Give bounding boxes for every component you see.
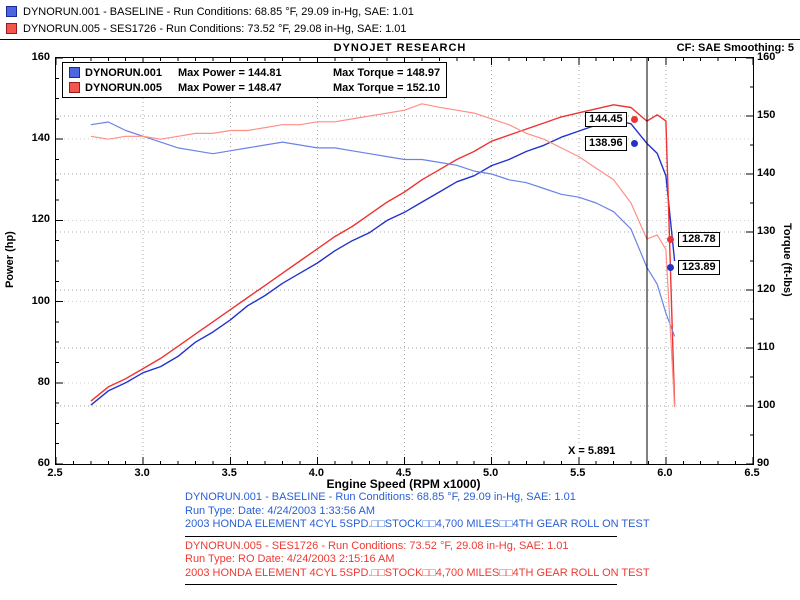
run1-info-line3: 2003 HONDA ELEMENT 4CYL 5SPD.□□STOCK□□4,… [185, 518, 650, 530]
y-axis-label-power: Power (hp) [4, 231, 16, 289]
torque-tick-label: 150 [757, 109, 776, 121]
torque-tick-label: 140 [757, 167, 776, 179]
footer-divider [185, 535, 617, 537]
run1-name: DYNORUN.001 [85, 66, 163, 79]
run2-info-line3: 2003 HONDA ELEMENT 4CYL 5SPD.□□STOCK□□4,… [185, 566, 650, 579]
x-tick-label: 5.5 [570, 467, 586, 479]
x-tick-label: 5.0 [482, 467, 499, 479]
cursor-torque-red-value: 128.78 [678, 232, 720, 247]
dyno-curves-svg[interactable] [56, 58, 753, 464]
run1-max-torque: Max Torque = 148.97 [333, 66, 441, 79]
curve-dynorun-001-torque-ft-lbs- [90, 121, 676, 337]
footer-divider [185, 584, 617, 585]
run1-color-swatch [69, 67, 80, 78]
run2-color-swatch [69, 82, 80, 93]
cursor-power-blue-value: 138.96 [585, 136, 627, 151]
run2-conditions-label: DYNORUN.005 - SES1726 - Run Conditions: … [23, 22, 407, 35]
power-tick-label: 140 [31, 132, 50, 145]
cursor-power-red-annotation: 144.45 [585, 112, 638, 127]
legend-row-run2: DYNORUN.005 - SES1726 - Run Conditions: … [6, 20, 414, 37]
header-divider [0, 39, 800, 40]
cursor-torque-blue-value: 123.89 [678, 260, 720, 275]
red-marker-dot-icon [667, 236, 674, 243]
x-tick-label: 4.0 [308, 467, 325, 479]
run1-info-line2: Run Type: Date: 4/24/2003 1:33:56 AM [185, 504, 375, 517]
run2-color-swatch [6, 23, 17, 34]
torque-tick-label: 130 [757, 225, 776, 237]
curve-dynorun-005-torque-ft-lbs- [90, 103, 676, 408]
correction-smoothing-label: CF: SAE Smoothing: 5 [676, 42, 794, 54]
max-values-legend: DYNORUN.001 Max Power = 144.81 Max Torqu… [62, 62, 448, 98]
x-tick-label: 6.5 [744, 467, 760, 479]
run2-info-line2: Run Type: RO Date: 4/24/2003 2:15:16 AM [185, 553, 395, 565]
torque-tick-label: 90 [757, 457, 770, 469]
blue-marker-dot-icon [630, 140, 638, 147]
power-tick-label: 120 [31, 213, 50, 226]
max-values-row-run1: DYNORUN.001 Max Power = 144.81 Max Torqu… [69, 65, 440, 80]
run2-name: DYNORUN.005 [85, 81, 163, 94]
power-tick-label: 160 [31, 51, 50, 63]
dyno-plot-area[interactable]: DYNORUN.001 Max Power = 144.81 Max Torqu… [55, 57, 754, 465]
blue-marker-dot-icon [667, 264, 674, 271]
x-tick-label: 4.5 [395, 467, 412, 479]
run1-conditions-label: DYNORUN.001 - BASELINE - Run Conditions:… [23, 5, 414, 18]
cursor-torque-red-annotation: 128.78 [667, 232, 720, 247]
run2-info-line1: DYNORUN.005 - SES1726 - Run Conditions: … [185, 539, 569, 552]
torque-tick-label: 100 [757, 399, 776, 411]
power-tick-label: 60 [37, 457, 50, 469]
y-axis-label-torque: Torque (ft-lbs) [781, 223, 793, 297]
x-tick-label: 3.5 [221, 467, 237, 479]
run2-max-power: Max Power = 148.47 [178, 81, 282, 94]
curve-dynorun-005-power-hp- [90, 104, 676, 406]
torque-tick-label: 110 [757, 341, 775, 353]
cursor-power-red-value: 144.45 [585, 112, 627, 127]
run1-color-swatch [6, 6, 17, 17]
run1-max-power: Max Power = 144.81 [178, 66, 282, 79]
power-tick-label: 100 [31, 294, 50, 307]
power-tick-label: 80 [37, 375, 50, 388]
run1-info-block: DYNORUN.001 - BASELINE - Run Conditions:… [185, 491, 650, 532]
page-title: DYNOJET RESEARCH [333, 42, 467, 54]
red-marker-dot-icon [630, 116, 638, 123]
run-conditions-legend: DYNORUN.001 - BASELINE - Run Conditions:… [6, 3, 414, 37]
x-tick-label: 3.0 [134, 467, 150, 479]
run1-info-line1: DYNORUN.001 - BASELINE - Run Conditions:… [185, 491, 576, 503]
x-axis-label: Engine Speed (RPM x1000) [326, 477, 481, 491]
x-tick-label: 6.0 [657, 467, 673, 479]
legend-row-run1: DYNORUN.001 - BASELINE - Run Conditions:… [6, 3, 414, 20]
max-values-row-run2: DYNORUN.005 Max Power = 148.47 Max Torqu… [69, 80, 440, 95]
run2-info-block: DYNORUN.005 - SES1726 - Run Conditions: … [185, 539, 650, 581]
torque-tick-label: 160 [757, 51, 776, 63]
x-tick-label: 2.5 [47, 467, 63, 479]
run-info-footer: DYNORUN.001 - BASELINE - Run Conditions:… [185, 491, 650, 588]
cursor-x-label: X = 5.891 [565, 445, 619, 457]
run2-max-torque: Max Torque = 152.10 [333, 81, 441, 94]
cursor-power-blue-annotation: 138.96 [585, 136, 638, 151]
torque-tick-label: 120 [757, 283, 776, 295]
cursor-torque-blue-annotation: 123.89 [667, 260, 720, 275]
